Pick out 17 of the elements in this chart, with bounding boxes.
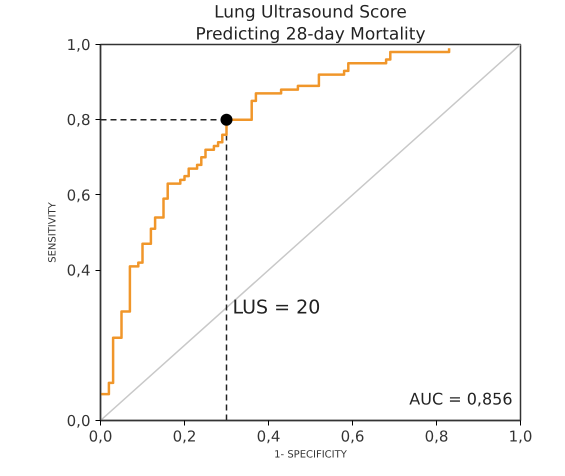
x-tick-label: 0,4	[256, 428, 280, 446]
chart-subtitle: Predicting 28-day Mortality	[196, 24, 426, 44]
x-tick-label: 0,0	[88, 428, 112, 446]
y-tick-label: 1,0	[66, 36, 91, 54]
x-axis-title: 1- SPECIFICITY	[274, 450, 348, 460]
y-tick-label: 0,6	[66, 186, 91, 204]
x-tick-label: 0,8	[424, 428, 448, 446]
annotation: LUS = 20	[232, 296, 320, 319]
y-tick-label: 0,0	[66, 412, 91, 430]
y-axis-title: SENSITIVITY	[48, 201, 59, 263]
x-tick-label: 0,6	[340, 428, 364, 446]
x-tick-label: 1,0	[508, 428, 532, 446]
annotation: AUC = 0,856	[409, 390, 513, 408]
chart-title: Lung Ultrasound Score	[214, 2, 407, 22]
x-tick-label: 0,2	[172, 428, 196, 446]
y-tick-label: 0,4	[66, 262, 91, 280]
y-tick-label: 0,8	[66, 111, 91, 130]
